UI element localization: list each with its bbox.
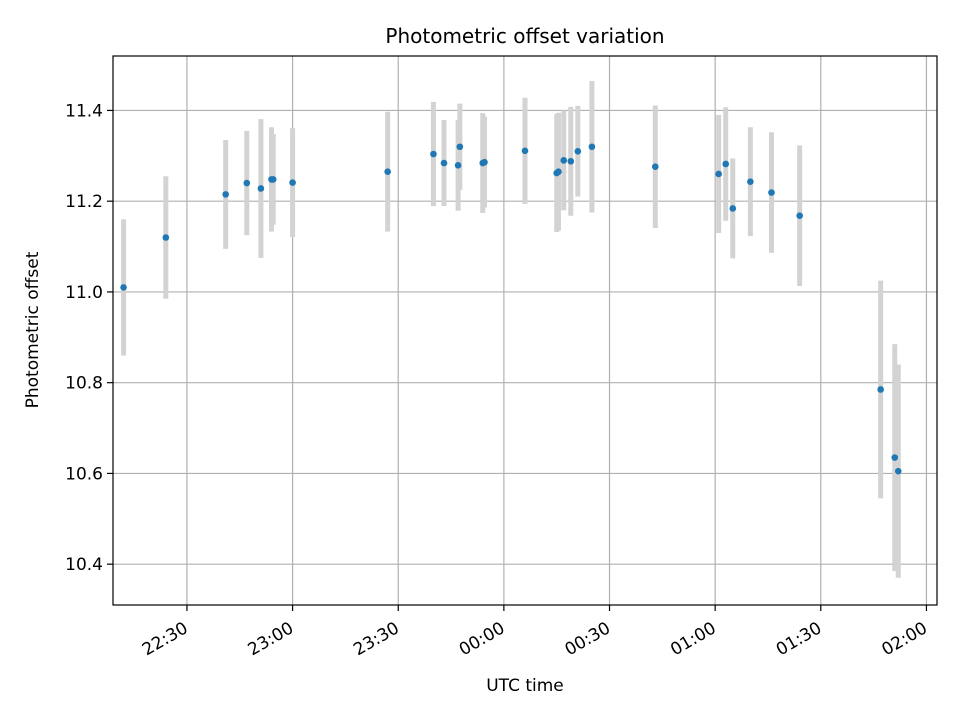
data-point [768, 189, 775, 196]
data-point [722, 160, 730, 168]
data-point [289, 179, 296, 186]
data-point [384, 168, 391, 175]
x-tick-label: 00:00 [456, 618, 508, 660]
y-tick-label: 10.8 [65, 374, 103, 394]
x-tick-label: 02:00 [879, 618, 931, 660]
data-point [567, 157, 575, 165]
chart-title: Photometric offset variation [385, 24, 664, 48]
data-point [588, 143, 596, 151]
y-tick-label: 11.0 [65, 283, 103, 303]
x-axis: 22:30 23:00 23:30 00:00 00:30 01:00 01:30 02:00 [139, 605, 931, 660]
y-tick-label: 10.6 [65, 464, 103, 484]
data-point [555, 168, 562, 175]
y-tick-label: 10.4 [65, 555, 103, 575]
data-point [456, 143, 464, 151]
data-point [243, 179, 251, 187]
x-tick-label: 01:00 [667, 618, 719, 660]
y-axis: 10.4 10.6 10.8 11.0 11.2 11.4 [65, 101, 113, 575]
y-axis-title: Photometric offset [23, 251, 43, 408]
data-point [162, 234, 170, 241]
data-point [560, 157, 568, 164]
data-points [120, 143, 902, 475]
data-point [120, 284, 127, 291]
x-tick-label: 23:00 [245, 618, 297, 660]
data-point [269, 176, 277, 183]
x-axis-title: UTC time [486, 676, 564, 696]
data-point [747, 178, 754, 185]
data-point [481, 158, 488, 166]
data-point [729, 205, 737, 212]
error-bars [121, 80, 901, 578]
data-point [222, 191, 229, 198]
data-point [894, 467, 902, 475]
data-point [454, 162, 462, 169]
data-point [521, 147, 529, 155]
y-tick-label: 11.2 [65, 192, 103, 212]
x-tick-label: 23:30 [350, 618, 402, 660]
data-point [430, 150, 437, 158]
data-point [715, 170, 722, 178]
y-tick-label: 11.4 [65, 101, 103, 121]
data-point [651, 163, 659, 171]
data-point [257, 185, 265, 192]
data-point [574, 147, 582, 155]
data-point [877, 386, 884, 393]
data-point [440, 159, 448, 167]
x-tick-label: 22:30 [139, 618, 191, 660]
x-tick-label: 01:30 [773, 618, 825, 660]
data-point [891, 454, 899, 461]
data-point [796, 212, 803, 220]
plot-frame [112, 55, 938, 606]
x-tick-label: 00:30 [562, 618, 614, 660]
